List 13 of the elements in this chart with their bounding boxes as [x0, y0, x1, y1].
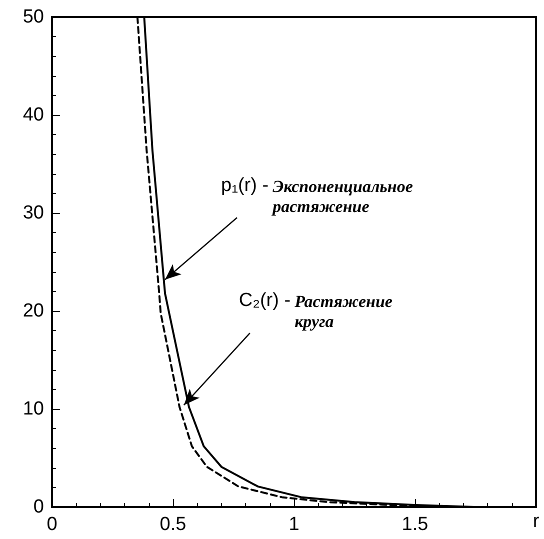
x-tick-label: 0.5 [160, 514, 186, 535]
y-tick-label: 10 [22, 398, 44, 420]
annotation: p₁(r) - Экспоненциальное растяжение [221, 174, 413, 217]
x-tick-label: 1.5 [402, 514, 428, 535]
y-tick-label: 20 [22, 300, 44, 322]
y-tick-label: 40 [22, 104, 44, 126]
annotation: C₂(r) - Растяжение круга [238, 290, 394, 332]
y-tick-label: 50 [22, 6, 44, 28]
y-tick-label: 30 [22, 202, 44, 224]
x-axis-title: r [532, 511, 540, 532]
y-tick-label: 0 [33, 496, 44, 518]
x-tick-label: 1 [288, 514, 300, 535]
x-tick-label: 0 [46, 514, 58, 535]
